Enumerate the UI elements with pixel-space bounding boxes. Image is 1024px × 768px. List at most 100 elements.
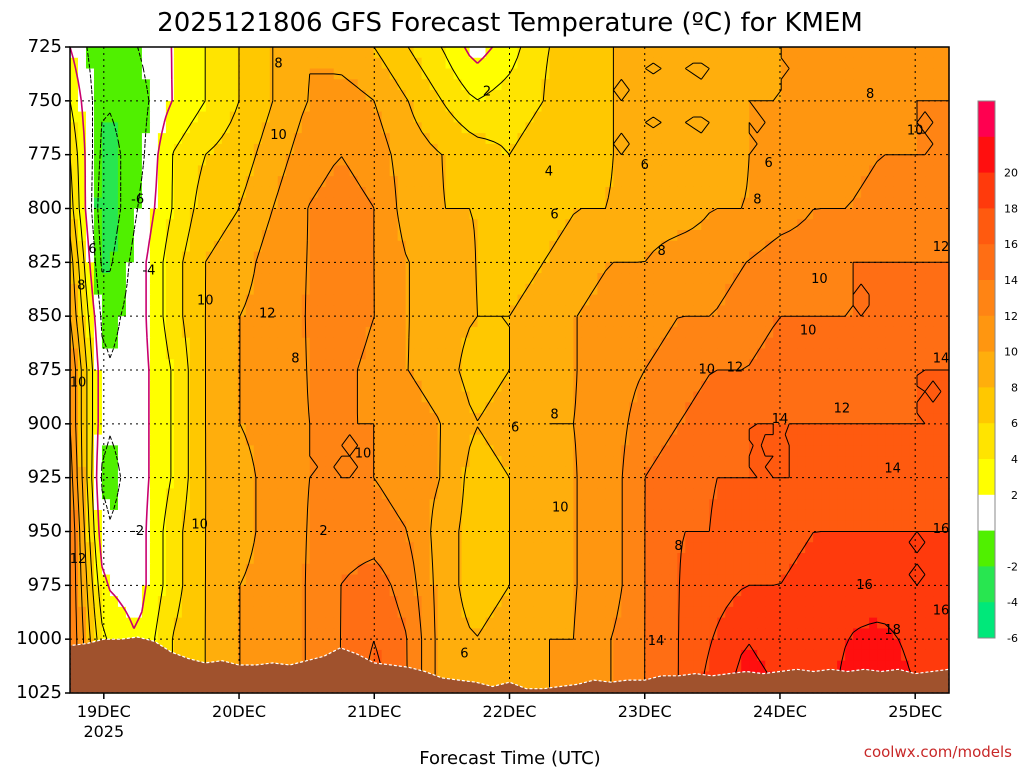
heatmap-cell — [781, 466, 790, 479]
heatmap-cell — [197, 294, 207, 306]
heatmap-cell — [717, 100, 726, 113]
heatmap-cell — [749, 337, 758, 350]
heatmap-cell — [837, 79, 846, 91]
heatmap-cell — [837, 154, 846, 167]
heatmap-cell — [645, 90, 654, 102]
heatmap-cell — [717, 251, 726, 263]
heatmap-cell — [413, 133, 423, 145]
heatmap-cell — [293, 294, 303, 306]
heatmap-cell — [365, 326, 375, 339]
heatmap-cell — [133, 477, 143, 490]
heatmap-cell — [885, 165, 894, 177]
heatmap-cell — [933, 197, 942, 210]
heatmap-cell — [469, 326, 479, 339]
heatmap-cell — [309, 262, 319, 274]
heatmap-cell — [149, 531, 159, 543]
heatmap-cell — [573, 230, 583, 242]
heatmap-cell — [861, 57, 870, 70]
heatmap-cell — [725, 337, 734, 350]
heatmap-cell — [789, 208, 798, 220]
heatmap-cell — [781, 316, 790, 328]
heatmap-cell — [245, 122, 255, 134]
heatmap-cell — [573, 165, 583, 177]
heatmap-cell — [509, 133, 519, 145]
heatmap-cell — [101, 111, 111, 123]
heatmap-cell — [181, 154, 191, 167]
heatmap-cell — [85, 197, 95, 210]
heatmap-cell — [541, 423, 551, 436]
heatmap-cell — [597, 520, 606, 533]
heatmap-cell — [717, 186, 726, 199]
heatmap-cell — [637, 219, 646, 231]
heatmap-cell — [357, 154, 367, 167]
heatmap-cell — [445, 208, 455, 220]
heatmap-cell — [805, 230, 814, 242]
heatmap-cell — [565, 326, 575, 339]
heatmap-cell — [205, 348, 215, 360]
heatmap-cell — [229, 100, 239, 113]
heatmap-cell — [765, 423, 774, 436]
heatmap-cell — [557, 434, 567, 446]
heatmap-cell — [909, 445, 918, 457]
heatmap-cell — [837, 57, 846, 70]
heatmap-cell — [237, 456, 247, 468]
heatmap-cell — [485, 359, 495, 371]
heatmap-cell — [205, 402, 215, 414]
heatmap-cell — [477, 509, 487, 522]
heatmap-cell — [917, 197, 926, 210]
heatmap-cell — [837, 359, 846, 371]
heatmap-cell — [581, 391, 591, 403]
heatmap-cell — [629, 380, 638, 393]
heatmap-cell — [373, 305, 383, 317]
heatmap-cell — [85, 445, 95, 457]
heatmap-cell — [661, 520, 670, 533]
heatmap-cell — [285, 466, 295, 479]
heatmap-cell — [445, 176, 455, 188]
heatmap-cell — [165, 423, 175, 436]
heatmap-cell — [117, 520, 127, 533]
heatmap-cell — [773, 391, 782, 403]
heatmap-cell — [373, 391, 383, 403]
heatmap-cell — [381, 456, 391, 468]
heatmap-cell — [325, 326, 335, 339]
heatmap-cell — [229, 370, 239, 382]
heatmap-cell — [653, 466, 662, 479]
heatmap-cell — [389, 488, 399, 500]
heatmap-cell — [661, 370, 670, 382]
heatmap-cell — [717, 477, 726, 490]
heatmap-cell — [565, 520, 575, 533]
heatmap-cell — [325, 509, 335, 522]
heatmap-cell — [693, 79, 702, 91]
heatmap-cell — [70, 434, 79, 446]
heatmap-cell — [829, 197, 838, 210]
heatmap-cell — [381, 230, 391, 242]
heatmap-cell — [565, 466, 575, 479]
heatmap-cell — [229, 283, 239, 296]
heatmap-cell — [605, 348, 614, 360]
heatmap-cell — [685, 391, 694, 403]
heatmap-cell — [805, 359, 814, 371]
heatmap-cell — [621, 402, 630, 414]
heatmap-cell — [381, 208, 391, 220]
heatmap-cell — [205, 456, 215, 468]
heatmap-cell — [645, 100, 654, 113]
heatmap-cell — [749, 262, 758, 274]
heatmap-cell — [725, 219, 734, 231]
heatmap-cell — [181, 186, 191, 199]
heatmap-cell — [709, 283, 718, 296]
heatmap-cell — [709, 520, 718, 533]
heatmap-cell — [709, 219, 718, 231]
heatmap-cell — [525, 413, 535, 425]
heatmap-cell — [517, 477, 527, 490]
heatmap-cell — [941, 402, 950, 414]
heatmap-cell — [461, 262, 471, 274]
heatmap-cell — [845, 68, 854, 80]
heatmap-cell — [101, 68, 111, 80]
heatmap-cell — [437, 402, 447, 414]
heatmap-cell — [709, 133, 718, 145]
heatmap-cell — [413, 186, 423, 199]
heatmap-cell — [685, 499, 694, 511]
heatmap-cell — [493, 326, 503, 339]
heatmap-cell — [205, 273, 215, 285]
heatmap-cell — [213, 57, 223, 70]
